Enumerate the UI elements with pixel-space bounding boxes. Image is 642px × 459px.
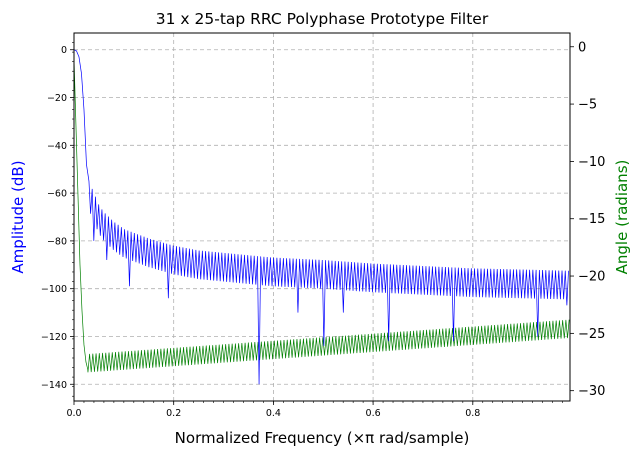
y-left-tick-label: −100 (41, 284, 67, 295)
series-layer (74, 49, 570, 385)
x-tick-label: 0.2 (166, 408, 181, 419)
y-right-tick-label: −15 (578, 212, 605, 227)
y-left-tick-label: −80 (47, 236, 67, 247)
x-tick-label: 0.0 (66, 408, 81, 419)
y-left-tick-label: 0 (61, 45, 67, 56)
y-right-tick-label: 0 (578, 40, 586, 55)
y-right-tick-label: −30 (578, 384, 605, 399)
x-tick-label: 0.8 (465, 408, 480, 419)
y-right-tick-label: −20 (578, 270, 605, 285)
chart-title: 31 x 25-tap RRC Polyphase Prototype Filt… (156, 10, 489, 28)
y-left-tick-label: −60 (47, 189, 67, 200)
y-right-tick-label: −10 (578, 155, 605, 170)
y-axis-label-right: Angle (radians) (613, 160, 631, 275)
y-left-tick-label: −40 (47, 141, 67, 152)
y-left-tick-label: −20 (47, 93, 67, 104)
y-left-tick-label: −140 (41, 380, 67, 391)
y-axis-label-left: Amplitude (dB) (9, 160, 27, 273)
series-line-angle (74, 58, 570, 373)
x-tick-label: 0.4 (266, 408, 281, 419)
y-right-tick-label: −5 (578, 98, 597, 113)
series-line-amplitude (74, 49, 569, 385)
ticks: 0.0 0.2 0.4 0.6 0.80−20−40−60−80−100−120−140… (41, 40, 606, 419)
x-tick-label: 0.6 (366, 408, 381, 419)
y-right-tick-label: −25 (578, 327, 605, 342)
x-axis-label: Normalized Frequency (×π rad/sample) (175, 429, 470, 447)
y-left-tick-label: −120 (41, 332, 67, 343)
plot-frame (73, 32, 571, 402)
